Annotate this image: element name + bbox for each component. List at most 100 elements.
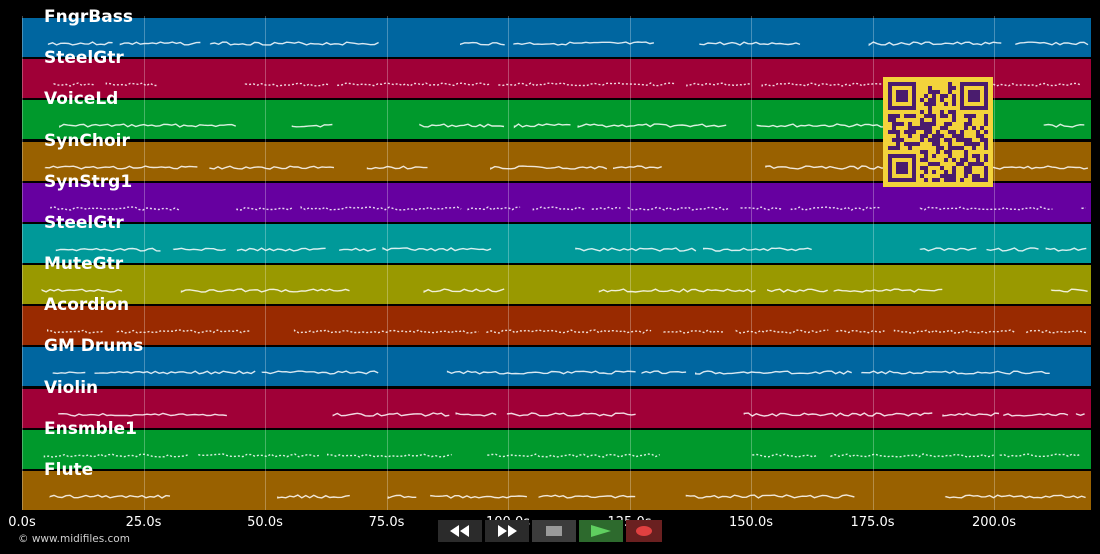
track-name: GM Drums (44, 336, 144, 357)
track-lane[interactable]: SynStrg1 (22, 172, 1091, 222)
track-name: Flute (44, 459, 94, 480)
note-stroke (44, 164, 198, 170)
note-stroke (116, 329, 250, 334)
play-icon (591, 525, 611, 537)
note-stroke (919, 205, 1053, 211)
note-stroke (833, 288, 943, 293)
note-stroke (43, 453, 189, 458)
play-button[interactable] (579, 520, 623, 542)
note-stroke (861, 370, 1050, 375)
track-lane[interactable]: Ensmble1 (22, 419, 1091, 469)
note-stroke (868, 41, 1002, 47)
note-stroke (752, 453, 818, 458)
note-stroke (180, 288, 350, 293)
note-stroke (641, 370, 687, 375)
note-stroke (1043, 123, 1085, 129)
note-stroke (198, 452, 320, 458)
rewind-button[interactable] (438, 520, 482, 542)
track-name: SynStrg1 (44, 171, 133, 192)
grid-line (265, 16, 266, 510)
stop-icon (546, 526, 562, 536)
track-lane[interactable]: FngrBass (22, 7, 1091, 58)
note-stroke (1075, 412, 1085, 416)
note-stroke (119, 41, 201, 46)
note-stroke (339, 247, 376, 252)
track-lane[interactable]: GM Drums (22, 336, 1091, 387)
note-stroke (490, 164, 608, 170)
note-stroke (55, 247, 161, 252)
note-stroke (172, 247, 226, 251)
time-tick-label: 150.0s (729, 515, 773, 530)
transport-controls (438, 520, 662, 542)
note-stroke (627, 206, 729, 211)
fast-forward-button[interactable] (485, 520, 529, 542)
note-stroke (686, 82, 751, 87)
note-stroke (53, 82, 95, 87)
note-stroke (767, 288, 828, 293)
track-lane[interactable]: Acordion (22, 295, 1091, 346)
note-stroke (487, 452, 661, 458)
note-stroke (1015, 41, 1089, 46)
track-lane[interactable]: SteelGtr (22, 213, 1091, 263)
grid-line (629, 16, 631, 510)
note-stroke (455, 411, 497, 417)
track-lane[interactable]: Flute (22, 460, 1091, 510)
fast-forward-icon (498, 525, 517, 537)
track-name: Violin (44, 377, 99, 398)
note-stroke (430, 494, 527, 499)
record-button[interactable] (626, 520, 662, 542)
note-stroke (663, 329, 724, 334)
note-strokes (44, 164, 1089, 170)
note-stroke (735, 329, 829, 334)
note-stroke (598, 288, 756, 293)
track-lane[interactable]: Violin (22, 378, 1091, 428)
note-stroke (765, 164, 891, 170)
note-stroke (513, 123, 571, 129)
note-stroke (538, 494, 636, 499)
note-stroke (613, 164, 662, 169)
note-stroke (986, 247, 1039, 252)
note-stroke (105, 82, 159, 87)
grid-line (386, 16, 388, 510)
note-stroke (999, 452, 1081, 457)
note-stroke (387, 494, 417, 499)
note-strokes (47, 329, 1088, 334)
note-stroke (685, 494, 855, 499)
note-stroke (59, 123, 237, 129)
note-stroke (498, 82, 675, 87)
time-tick-label: 50.0s (247, 515, 283, 530)
track-lane[interactable]: MuteGtr (22, 254, 1091, 305)
note-stroke (790, 205, 880, 211)
note-stroke (506, 411, 636, 417)
grid-line (751, 16, 752, 510)
stop-button[interactable] (532, 520, 576, 542)
note-stroke (382, 246, 492, 252)
note-stroke (467, 205, 521, 211)
note-stroke (332, 411, 450, 417)
note-stroke (291, 124, 333, 128)
note-stroke (591, 206, 621, 210)
note-stroke (423, 288, 505, 293)
copyright-text: © www.midifiles.com (18, 533, 130, 545)
note-stroke (695, 370, 852, 376)
note-stroke (893, 329, 1015, 334)
note-stroke (703, 247, 812, 252)
note-stroke (446, 370, 636, 376)
note-stroke (835, 329, 885, 334)
note-strokes (47, 41, 1089, 47)
note-stroke (513, 41, 655, 46)
note-stroke (327, 453, 452, 458)
grid-line (872, 16, 874, 510)
qr-code (883, 77, 993, 187)
note-stroke (209, 164, 335, 170)
note-stroke (52, 371, 86, 375)
note-stroke (942, 411, 1000, 417)
note-stroke (47, 329, 104, 334)
rewind-icon (450, 525, 469, 537)
note-strokes (58, 411, 1085, 417)
time-tick-label: 175.0s (850, 515, 895, 530)
note-stroke (47, 41, 113, 46)
note-stroke (236, 206, 294, 211)
note-stroke (486, 329, 652, 334)
